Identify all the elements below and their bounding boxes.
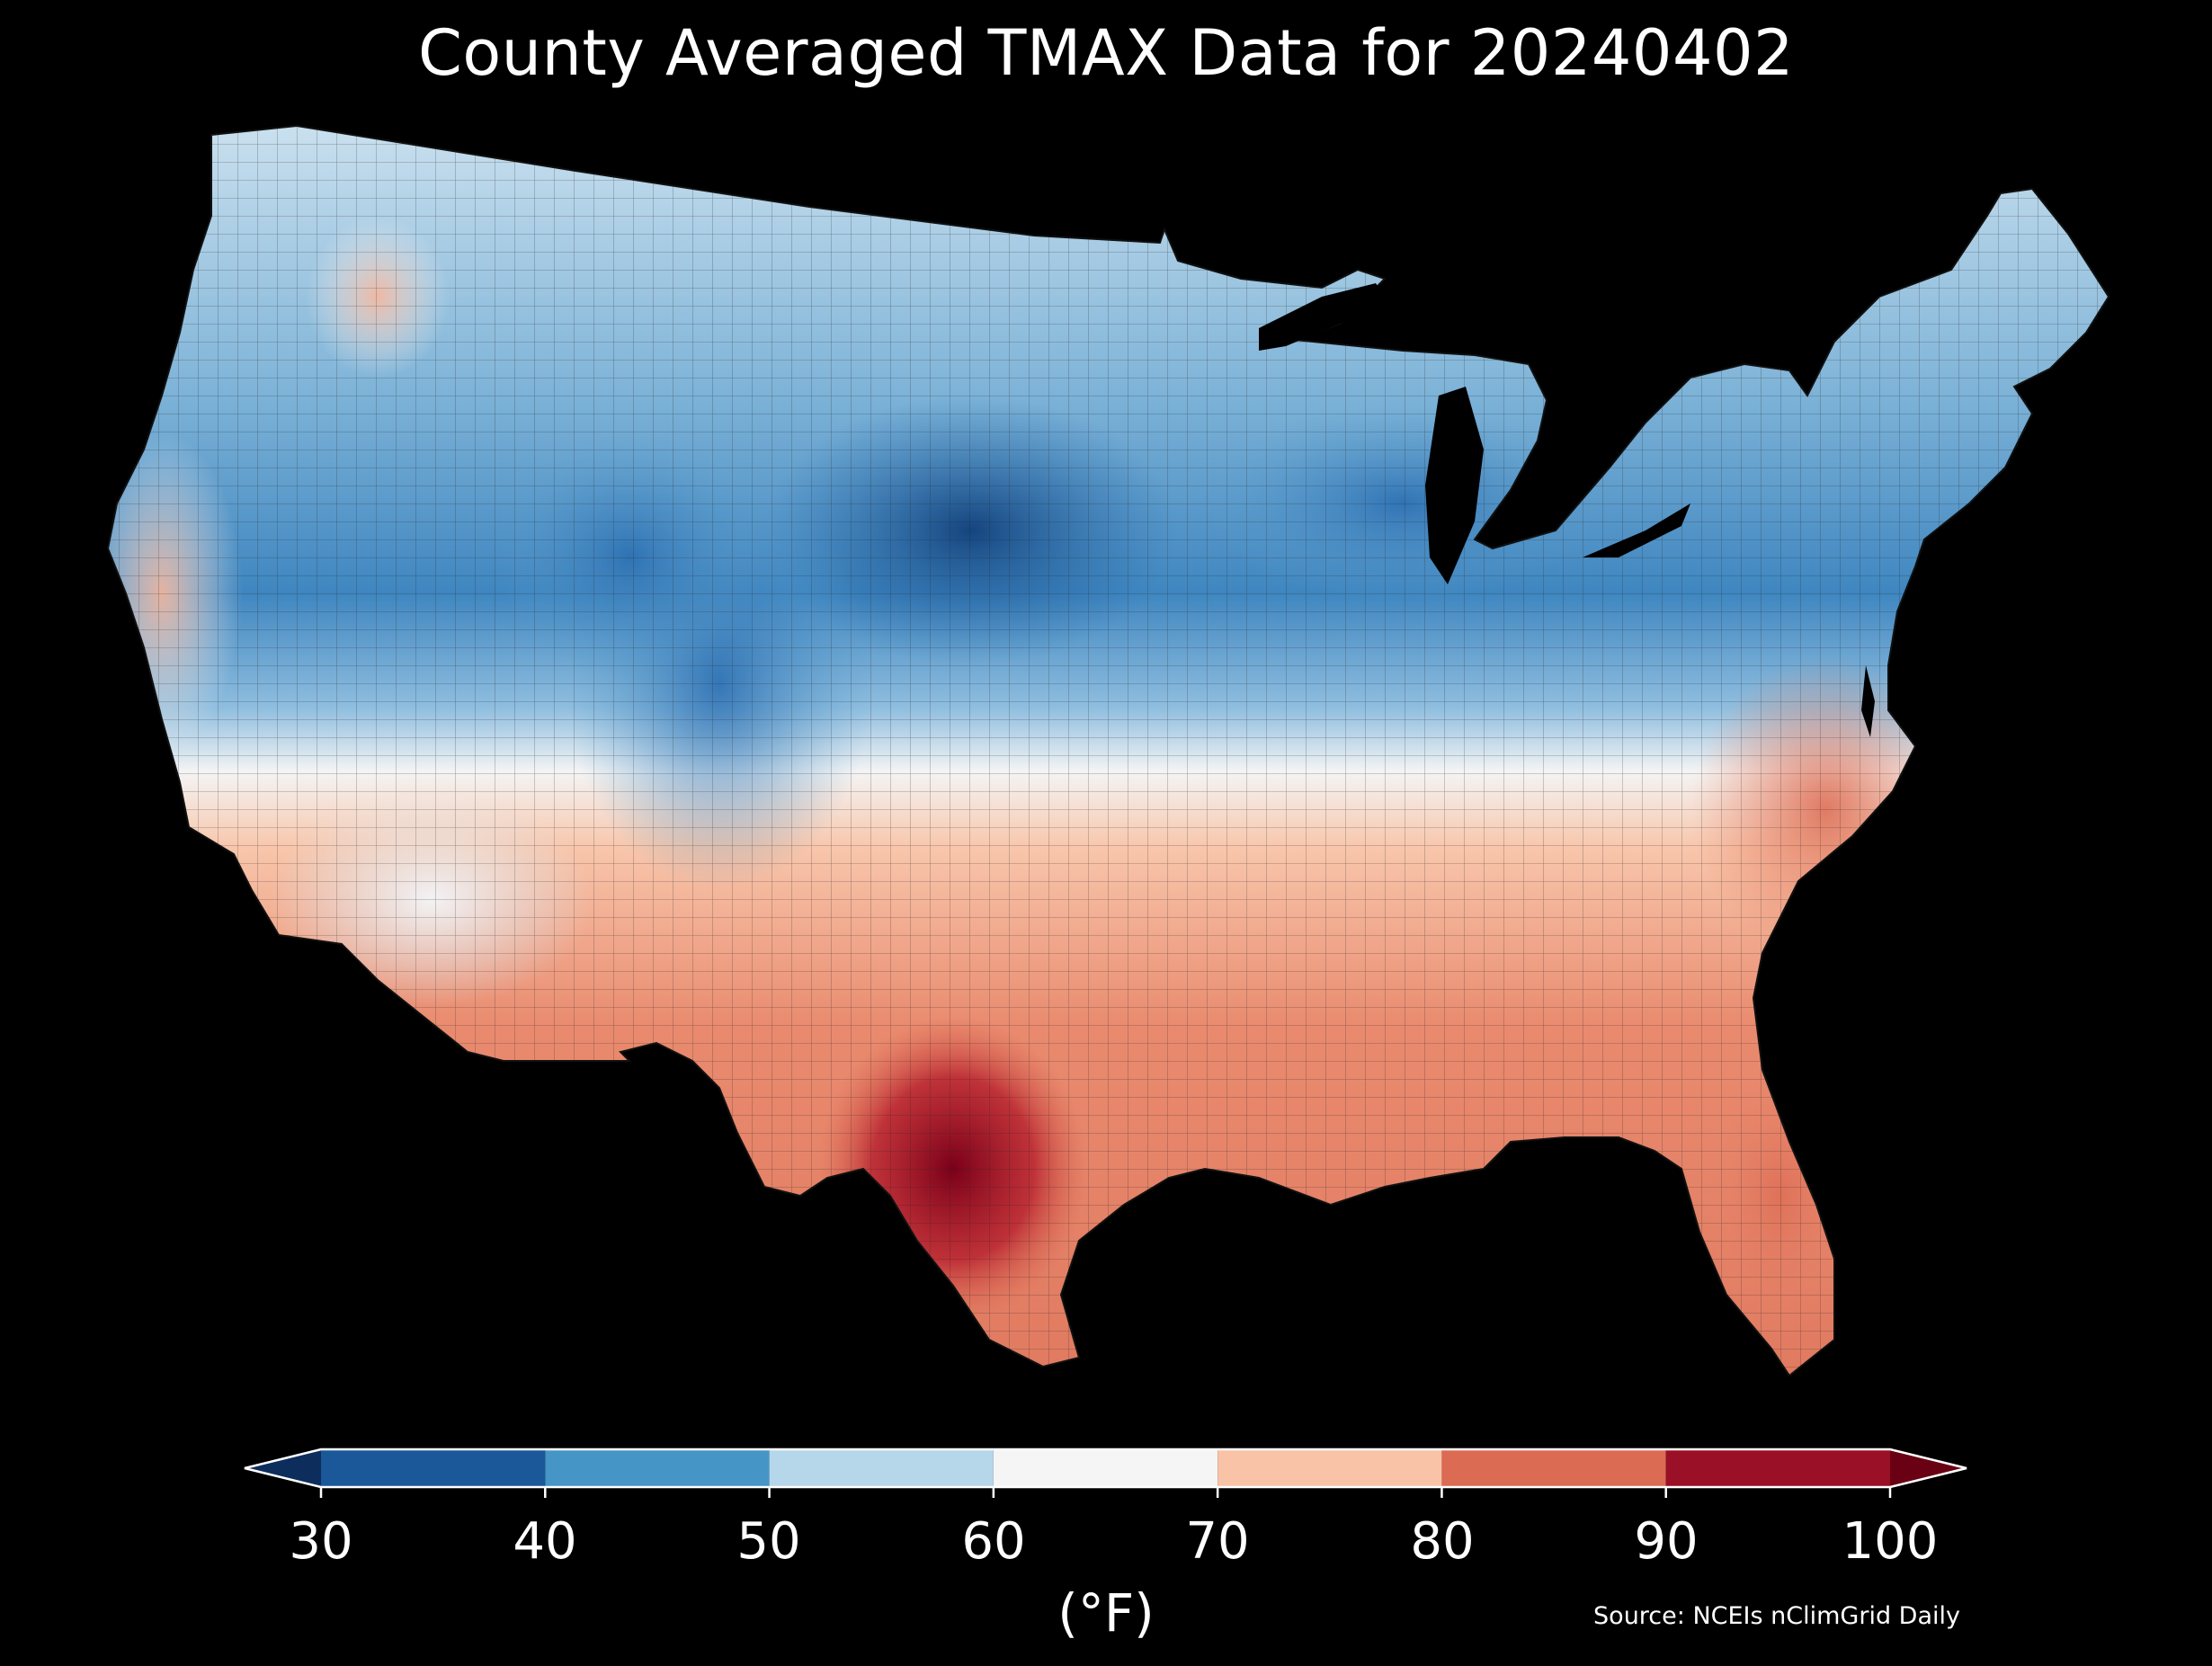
colorbar [244,1448,1967,1498]
colorbar-bin-70-80 [1217,1449,1442,1487]
colorbar-bin-50-60 [769,1449,994,1487]
chesapeake-bay [1861,665,1875,737]
us-counties [108,126,2109,1376]
colorbar-bin-40-50 [545,1449,770,1487]
colorbar-under-arrow [245,1449,321,1487]
colorbar-bin-90-100 [1665,1449,1890,1487]
lake-superior [1259,283,1385,351]
colorbar-bin-60-70 [993,1449,1218,1487]
lake-erie [1583,503,1690,557]
lake-michigan [1425,387,1484,584]
colorbar-bin-80-90 [1441,1449,1666,1487]
colorbar-over-arrow [1890,1449,1967,1487]
map-title: County Averaged TMAX Data for 20240402 [417,16,1795,90]
colorbar-bin-30-40 [321,1449,546,1487]
